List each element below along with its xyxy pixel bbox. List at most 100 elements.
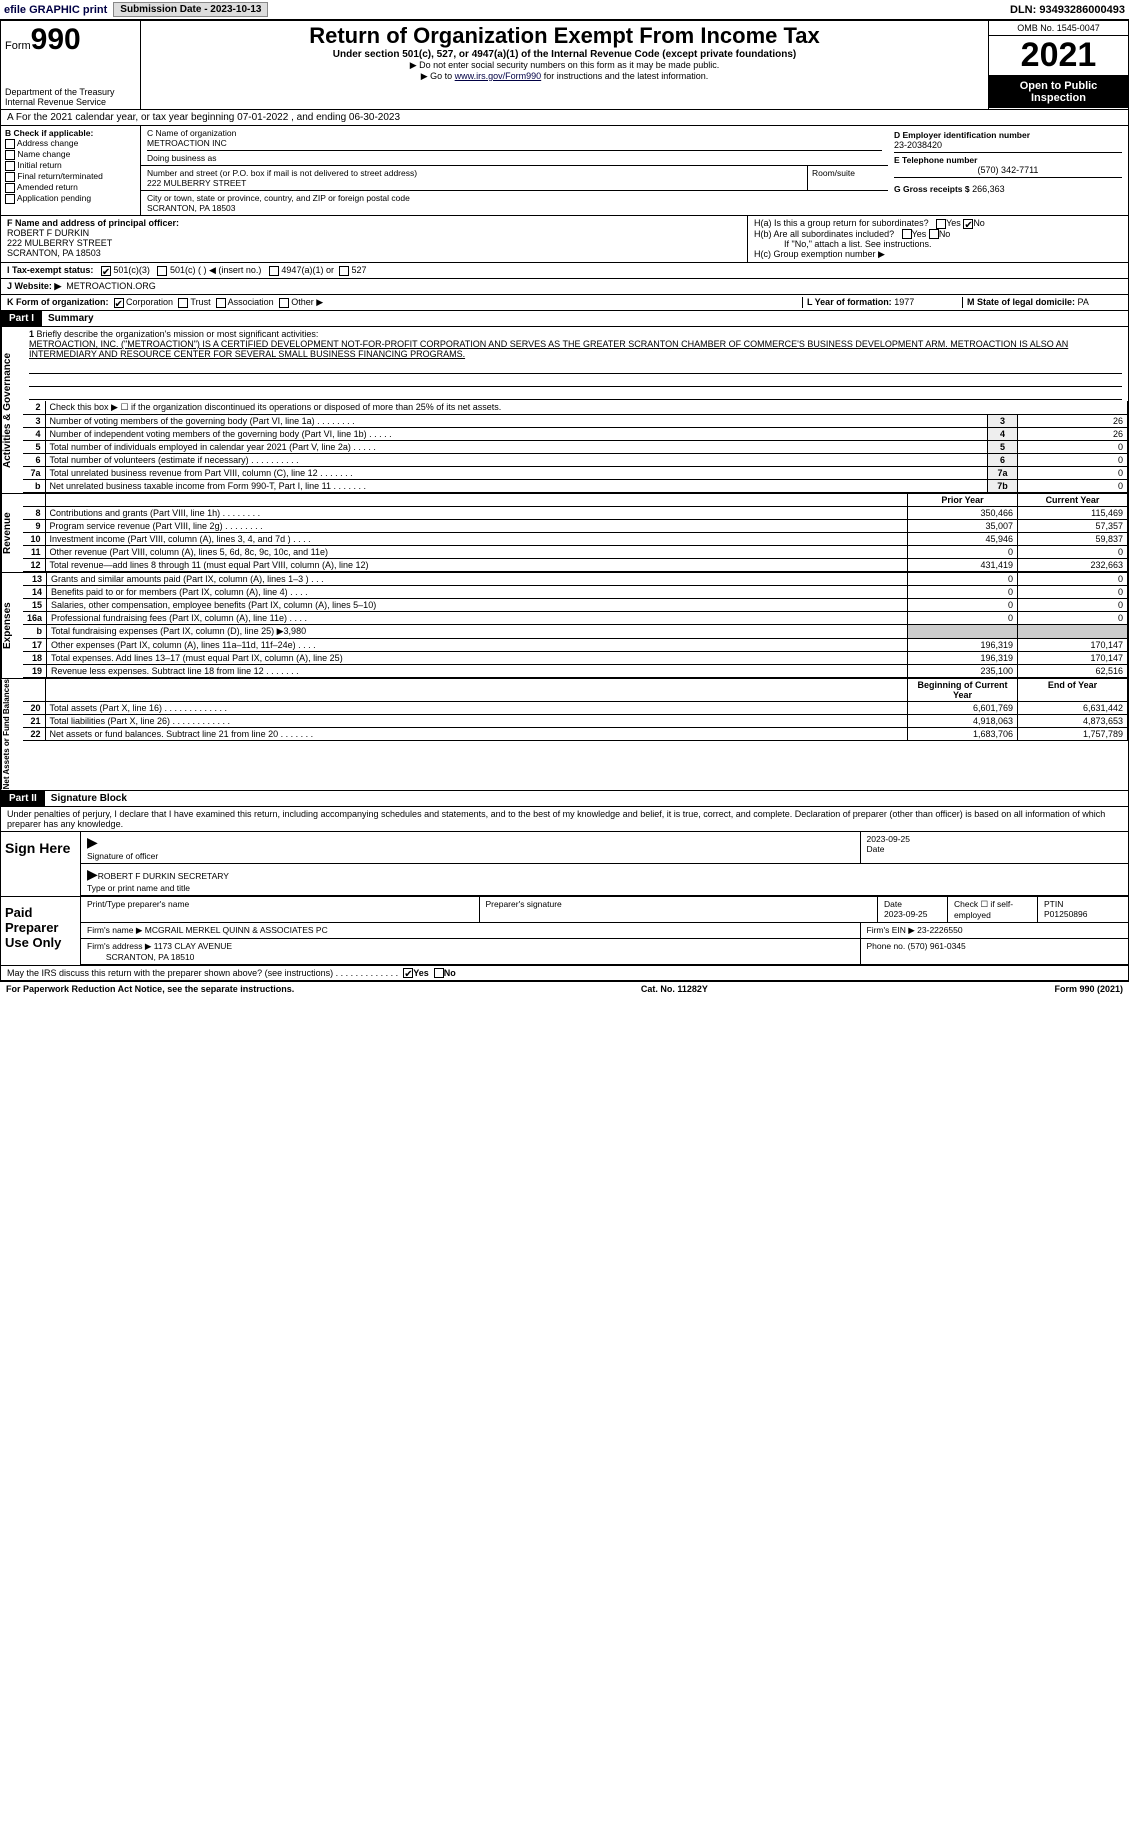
sig-name: ROBERT F DURKIN SECRETARY: [98, 871, 229, 881]
row-j: J Website: ▶ METROACTION.ORG: [0, 279, 1129, 295]
sig-date-lbl: Date: [867, 844, 885, 854]
part2-title: Signature Block: [51, 793, 127, 804]
h-b-note: If "No," attach a list. See instructions…: [754, 239, 1122, 249]
note1: ▶ Do not enter social security numbers o…: [147, 60, 982, 71]
chk-501c3[interactable]: [101, 266, 111, 276]
gov-table: 2Check this box ▶ ☐ if the organization …: [23, 401, 1128, 493]
h-cell: H(a) Is this a group return for subordin…: [748, 216, 1128, 262]
chk-name-change[interactable]: Name change: [5, 149, 136, 160]
form-header: Form990 Department of the Treasury Inter…: [0, 20, 1129, 110]
chk-527[interactable]: [339, 266, 349, 276]
m-lbl: M State of legal domicile:: [967, 297, 1075, 307]
chk-4947[interactable]: [269, 266, 279, 276]
prep-date: 2023-09-25: [884, 909, 927, 919]
arrow-icon: ▶: [87, 866, 98, 882]
submission-date-btn[interactable]: Submission Date - 2023-10-13: [113, 2, 268, 17]
uline: [29, 388, 1122, 400]
chk-amended[interactable]: Amended return: [5, 182, 136, 193]
l-val: 1977: [894, 297, 914, 307]
revenue-block: Revenue Prior YearCurrent Year8Contribut…: [0, 494, 1129, 573]
topbar: efile GRAPHIC print Submission Date - 20…: [0, 0, 1129, 20]
firm-addr: 1173 CLAY AVENUE: [154, 941, 232, 951]
part2-hdr: Part II: [1, 791, 45, 806]
section-f-h: F Name and address of principal officer:…: [0, 216, 1129, 263]
chk-discuss-no[interactable]: [434, 968, 444, 978]
tel-val: (570) 342-7711: [894, 165, 1122, 175]
chk-discuss-yes[interactable]: [403, 968, 413, 978]
f-lbl: F Name and address of principal officer:: [7, 218, 179, 228]
rev-side-label: Revenue: [1, 494, 23, 572]
ein-val: 23-2038420: [894, 140, 1122, 150]
sig-of-lbl: Signature of officer: [87, 851, 158, 861]
chk-trust[interactable]: [178, 298, 188, 308]
footer: For Paperwork Reduction Act Notice, see …: [0, 981, 1129, 996]
discuss-no: No: [444, 968, 456, 978]
arrow-icon: ▶: [87, 834, 98, 850]
dba-lbl: Doing business as: [147, 150, 882, 163]
k-lbl: K Form of organization:: [7, 297, 109, 307]
footer-center: Cat. No. 11282Y: [641, 984, 708, 994]
h-c-lbl: H(c) Group exemption number ▶: [754, 249, 1122, 260]
f-addr: 222 MULBERRY STREET: [7, 238, 112, 248]
tel-lbl: E Telephone number: [894, 155, 1122, 165]
paid-preparer-block: Paid Preparer Use Only Print/Type prepar…: [0, 897, 1129, 966]
firm-val: MCGRAIL MERKEL QUINN & ASSOCIATES PC: [145, 925, 328, 935]
addr-lbl: Number and street (or P.O. box if mail i…: [147, 168, 801, 178]
col-b-hdr: B Check if applicable:: [5, 128, 93, 138]
mission-lbl: Briefly describe the organization's miss…: [37, 329, 319, 339]
firm-ph: (570) 961-0345: [908, 941, 966, 951]
sig-name-lbl: Type or print name and title: [87, 883, 190, 893]
part1-header: Part I Summary: [0, 311, 1129, 327]
efile-link[interactable]: efile GRAPHIC print: [4, 4, 107, 16]
chk-501c[interactable]: [157, 266, 167, 276]
tax-year: 2021: [989, 36, 1128, 76]
chk-assoc[interactable]: [216, 298, 226, 308]
form-number: Form990: [5, 23, 136, 57]
i-o1: 501(c)(3): [113, 265, 150, 275]
dept-label: Department of the Treasury Internal Reve…: [5, 87, 136, 107]
firm-ein: 23-2226550: [917, 925, 962, 935]
chk-address-change[interactable]: Address change: [5, 138, 136, 149]
rev-table: Prior YearCurrent Year8Contributions and…: [23, 494, 1128, 572]
prep-name-lbl: Print/Type preparer's name: [81, 897, 480, 922]
h-a-lbl: H(a) Is this a group return for subordin…: [754, 218, 929, 228]
netassets-block: Net Assets or Fund Balances Beginning of…: [0, 679, 1129, 790]
na-table: Beginning of Current YearEnd of Year20To…: [23, 679, 1128, 741]
k-o3: Association: [228, 297, 274, 307]
org-name: METROACTION INC: [147, 138, 882, 148]
gov-side-label: Activities & Governance: [1, 327, 23, 493]
chk-app-pending[interactable]: Application pending: [5, 193, 136, 204]
k-o2: Trust: [190, 297, 210, 307]
discuss-row: May the IRS discuss this return with the…: [0, 966, 1129, 982]
addr-val: 222 MULBERRY STREET: [147, 178, 801, 188]
room-lbl: Room/suite: [808, 166, 888, 190]
irs-link[interactable]: www.irs.gov/Form990: [455, 71, 542, 81]
h-b-lbl: H(b) Are all subordinates included?: [754, 229, 894, 239]
discuss-text: May the IRS discuss this return with the…: [7, 968, 398, 978]
sign-here-lbl: Sign Here: [1, 832, 81, 896]
chk-final-return[interactable]: Final return/terminated: [5, 171, 136, 182]
sign-here-block: Sign Here ▶Signature of officer 2023-09-…: [0, 832, 1129, 897]
l-lbl: L Year of formation:: [807, 297, 892, 307]
ptin-lbl: PTIN: [1044, 899, 1063, 909]
prep-sig-lbl: Preparer's signature: [480, 897, 879, 922]
paid-lbl: Paid Preparer Use Only: [1, 897, 81, 965]
form-prefix: Form: [5, 40, 31, 52]
gross-lbl: G Gross receipts $: [894, 184, 970, 194]
chk-corp[interactable]: [114, 298, 124, 308]
h-a-no: No: [973, 218, 985, 228]
chk-initial-return[interactable]: Initial return: [5, 160, 136, 171]
self-emp-lbl: Check ☐ if self-employed: [948, 897, 1038, 922]
expenses-block: Expenses 13Grants and similar amounts pa…: [0, 573, 1129, 679]
part1-title: Summary: [48, 313, 94, 324]
col-c: C Name of organization METROACTION INC D…: [141, 126, 888, 215]
firm-city: SCRANTON, PA 18510: [106, 952, 195, 962]
j-val: METROACTION.ORG: [66, 281, 156, 291]
governance-block: Activities & Governance 1 Briefly descri…: [0, 327, 1129, 494]
part2-header: Part II Signature Block: [0, 791, 1129, 807]
omb: OMB No. 1545-0047: [989, 21, 1128, 36]
ein-lbl: D Employer identification number: [894, 130, 1122, 140]
h-a-yes: Yes: [946, 218, 961, 228]
mission-text: METROACTION, INC. ("METROACTION") IS A C…: [29, 339, 1068, 359]
chk-other[interactable]: [279, 298, 289, 308]
